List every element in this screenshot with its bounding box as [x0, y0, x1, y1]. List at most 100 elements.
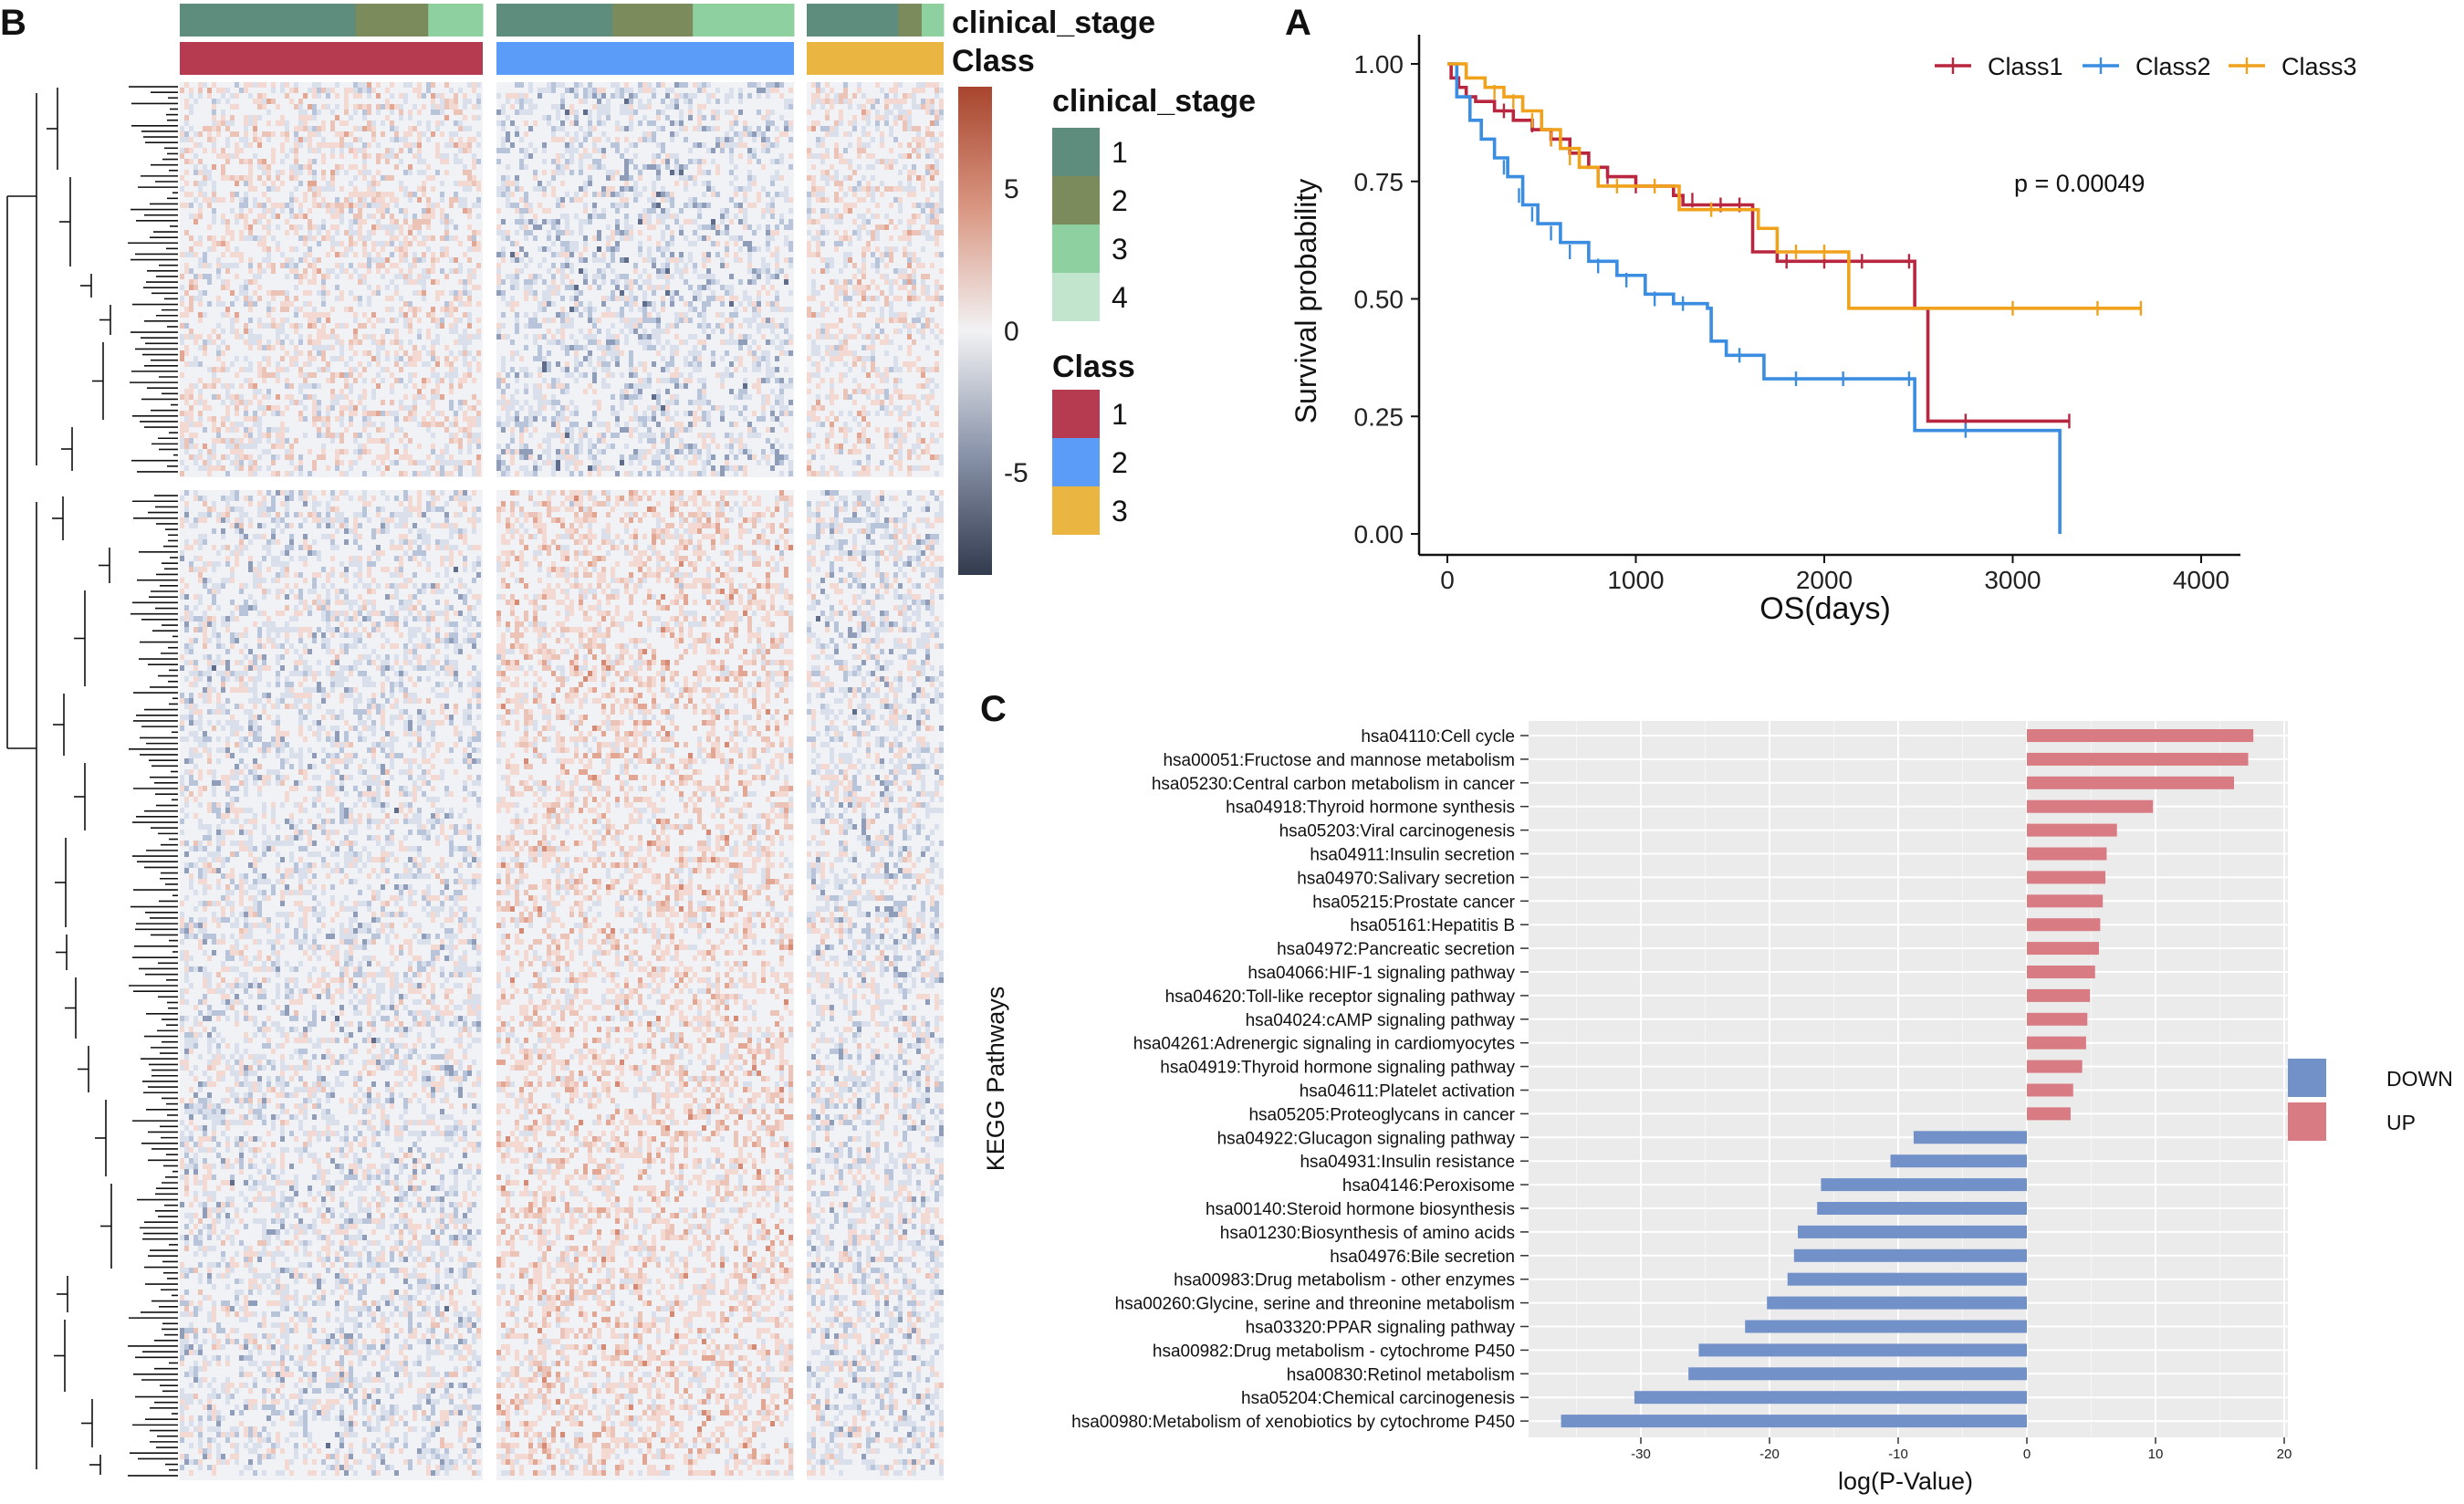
heatmap-cell — [184, 361, 189, 367]
heatmap-cell — [738, 301, 743, 307]
heatmap-cell — [583, 219, 588, 225]
heatmap-cell — [583, 427, 588, 433]
heatmap-cell — [779, 444, 784, 449]
heatmap-cell — [839, 115, 843, 120]
heatmap-cell — [556, 82, 560, 88]
heatmap-cell — [239, 290, 244, 296]
heatmap-cell — [515, 257, 519, 263]
heatmap-cell — [463, 460, 467, 465]
heatmap-cell — [294, 197, 298, 203]
heatmap-cell — [761, 449, 766, 454]
heatmap-cell — [449, 290, 454, 296]
heatmap-cell — [670, 356, 674, 361]
heatmap-cell — [743, 126, 747, 131]
heatmap-cell — [569, 159, 574, 164]
heatmap-cell — [317, 427, 321, 433]
heatmap-cell — [647, 279, 652, 285]
heatmap-cell — [866, 164, 871, 170]
heatmap-cell — [330, 246, 335, 252]
heatmap-cell — [216, 394, 221, 400]
heatmap-cell — [358, 82, 362, 88]
heatmap-cell — [665, 378, 670, 383]
heatmap-cell — [519, 164, 524, 170]
heatmap-cell — [674, 159, 679, 164]
heatmap-cell — [244, 115, 248, 120]
heatmap-cell — [235, 405, 239, 411]
heatmap-cell — [225, 126, 230, 131]
heatmap-cell — [235, 334, 239, 339]
heatmap-cell — [244, 296, 248, 301]
heatmap-cell — [560, 274, 565, 279]
heatmap-cell — [524, 427, 528, 433]
heatmap-cell — [472, 88, 476, 93]
heatmap-cell — [752, 367, 757, 372]
heatmap-cell — [454, 318, 458, 323]
heatmap-cell — [556, 115, 560, 120]
heatmap-cell — [294, 159, 298, 164]
heatmap-cell — [839, 93, 843, 99]
heatmap-cell — [551, 137, 556, 142]
heatmap-cell — [501, 356, 506, 361]
heatmap-cell — [907, 192, 912, 197]
heatmap-cell — [221, 465, 225, 471]
heatmap-cell — [538, 203, 542, 208]
heatmap-cell — [253, 411, 257, 416]
heatmap-cell — [467, 372, 472, 378]
heatmap-cell — [212, 192, 216, 197]
heatmap-cell — [454, 131, 458, 137]
heatmap-cell — [472, 203, 476, 208]
heatmap-cell — [784, 257, 788, 263]
heatmap-cell — [422, 460, 426, 465]
heatmap-cell — [326, 361, 330, 367]
heatmap-cell — [647, 235, 652, 241]
heatmap-cell — [720, 208, 725, 214]
heatmap-cell — [449, 257, 454, 263]
heatmap-cell — [203, 170, 207, 175]
heatmap-cell — [843, 208, 848, 214]
heatmap-cell — [684, 454, 688, 460]
heatmap-cell — [412, 383, 417, 389]
heatmap-cell — [670, 460, 674, 465]
heatmap-cell — [308, 230, 312, 235]
heatmap-cell — [412, 263, 417, 268]
heatmap-cell — [390, 296, 394, 301]
heatmap-cell — [353, 268, 358, 274]
heatmap-cell — [266, 356, 271, 361]
heatmap-cell — [615, 350, 620, 356]
heatmap-cell — [454, 339, 458, 345]
heatmap-cell — [330, 307, 335, 312]
heatmap-cell — [312, 131, 317, 137]
heatmap-cell — [184, 170, 189, 175]
heatmap-cell — [248, 307, 253, 312]
heatmap-cell — [472, 274, 476, 279]
heatmap-cell — [528, 142, 533, 148]
heatmap-cell — [381, 208, 385, 214]
heatmap-cell — [317, 241, 321, 246]
heatmap-cell — [422, 361, 426, 367]
heatmap-cell — [542, 394, 547, 400]
heatmap-cell — [766, 274, 770, 279]
heatmap-cell — [770, 444, 775, 449]
heatmap-cell — [738, 323, 743, 329]
heatmap-cell — [467, 268, 472, 274]
heatmap-cell — [601, 438, 606, 444]
heatmap-cell — [702, 465, 706, 471]
heatmap-cell — [757, 312, 761, 318]
heatmap-cell — [624, 181, 629, 186]
heatmap-cell — [702, 285, 706, 290]
heatmap-cell — [358, 433, 362, 438]
heatmap-cell — [180, 356, 184, 361]
heatmap-cell — [216, 438, 221, 444]
heatmap-cell — [766, 454, 770, 460]
heatmap-cell — [565, 159, 569, 164]
heatmap-cell — [408, 263, 412, 268]
heatmap-cell — [725, 339, 729, 345]
heatmap-cell — [611, 142, 615, 148]
class-block-3 — [807, 42, 944, 75]
heatmap-cell — [467, 444, 472, 449]
heatmap-cell — [633, 296, 638, 301]
heatmap-cell — [417, 88, 422, 93]
heatmap-cell — [335, 214, 339, 219]
heatmap-cell — [467, 460, 472, 465]
heatmap-cell — [212, 164, 216, 170]
